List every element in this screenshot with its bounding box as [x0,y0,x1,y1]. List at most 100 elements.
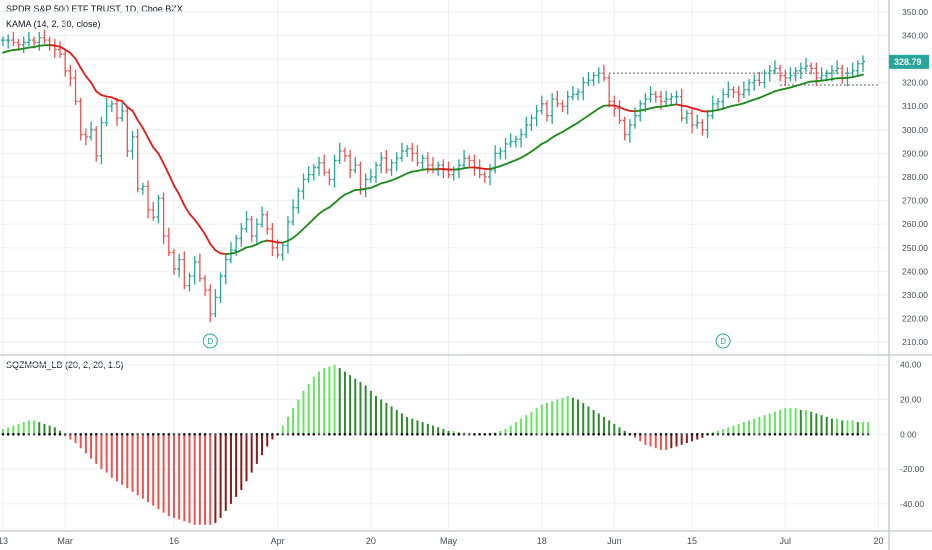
oscillator-tick-label: 0.00 [900,429,917,439]
ohlc-bar [368,168,373,183]
price-tick-label: 220.00 [902,314,928,324]
squeeze-dot [84,433,88,436]
squeeze-dot [509,433,513,436]
dividend-marker-label: D [720,337,726,346]
squeeze-dot [167,433,171,436]
squeeze-dot [53,433,57,436]
ohlc-bar [203,274,208,297]
squeeze-dot [654,433,658,436]
kama-segment [84,75,92,84]
squeeze-dot [587,433,590,436]
kama-segment [571,121,579,127]
kama-segment [369,184,377,189]
ohlc-bar [596,67,601,84]
squeeze-dot [535,433,538,436]
ohlc-bar [353,156,358,174]
kama-segment [173,184,181,196]
squeeze-dot [737,433,740,436]
kama-segment [856,73,864,77]
kama-segment [292,232,300,239]
squeeze-dot [659,433,663,436]
squeeze-dot [69,433,72,436]
kama-segment [499,163,507,168]
squeeze-dot [597,433,601,436]
ohlc-bar [1,36,5,47]
kama-segment [556,131,564,136]
squeeze-dot [426,433,430,436]
squeeze-dot [711,433,715,436]
ohlc-bar [741,81,746,98]
ohlc-bar [192,256,197,285]
ohlc-bar [793,67,798,82]
ohlc-bar [228,241,233,264]
price-tick-label: 310.00 [902,101,928,111]
kama-segment [509,159,517,164]
ohlc-bar [244,211,249,233]
squeeze-dot [405,433,409,436]
ohlc-bar [177,253,182,278]
squeeze-dot [286,433,290,436]
kama-segment [758,94,766,99]
kama-segment [375,182,383,187]
kama-segment [333,197,341,204]
ohlc-bar [239,223,244,247]
kama-segment [385,179,393,183]
squeeze-dot [664,433,668,436]
squeeze-dot [198,433,202,436]
ohlc-bar [669,93,674,106]
squeeze-dot [63,433,67,436]
kama-segment [799,81,807,86]
price-tick-label: 280.00 [902,172,928,182]
time-tick-label: Mar [57,536,73,546]
dividend-marker-label: D [207,337,213,346]
ohlc-bar [451,166,456,181]
ohlc-bar [342,147,347,162]
squeeze-dot [126,433,129,436]
ohlc-bar [166,227,171,257]
squeeze-dot [618,433,621,436]
kama-segment [577,118,585,124]
squeeze-dot [317,433,321,436]
squeeze-dot [32,433,36,436]
ohlc-bar [835,60,840,75]
kama-segment [167,173,175,187]
ohlc-bar [565,90,570,115]
squeeze-dot [229,433,233,436]
ohlc-bar [472,154,477,176]
kama-segment [618,106,626,111]
squeeze-dot [379,433,383,436]
ohlc-bar [146,180,151,219]
squeeze-dot [576,433,580,436]
ohlc-bar [348,149,353,179]
squeeze-dot [136,433,139,436]
kama-segment [551,133,559,139]
ohlc-bar [487,164,492,186]
squeeze-dot [245,433,248,436]
kama-segment [287,236,295,242]
squeeze-dot [400,433,404,436]
ohlc-bar [539,95,544,115]
squeeze-dot [297,433,300,436]
squeeze-dot [447,433,450,436]
ohlc-bar [280,241,285,261]
squeeze-dot [94,433,98,436]
squeeze-dot [835,433,839,436]
kama-segment [696,108,704,113]
squeeze-dot [374,433,378,436]
ohlc-bar [814,62,819,87]
kama-segment [566,124,574,130]
kama-segment [344,191,352,196]
squeeze-dot [504,433,507,436]
squeeze-dot [685,433,689,436]
squeeze-dot [442,433,445,436]
kama-segment [59,45,67,51]
squeeze-dot [100,433,103,436]
kama-segment [395,174,403,180]
squeeze-dot [322,433,326,436]
ohlc-bar [653,90,658,103]
ohlc-bar [254,218,259,245]
kama-segment [178,193,186,207]
price-tick-label: 350.00 [902,7,928,17]
squeeze-dot [157,433,160,436]
